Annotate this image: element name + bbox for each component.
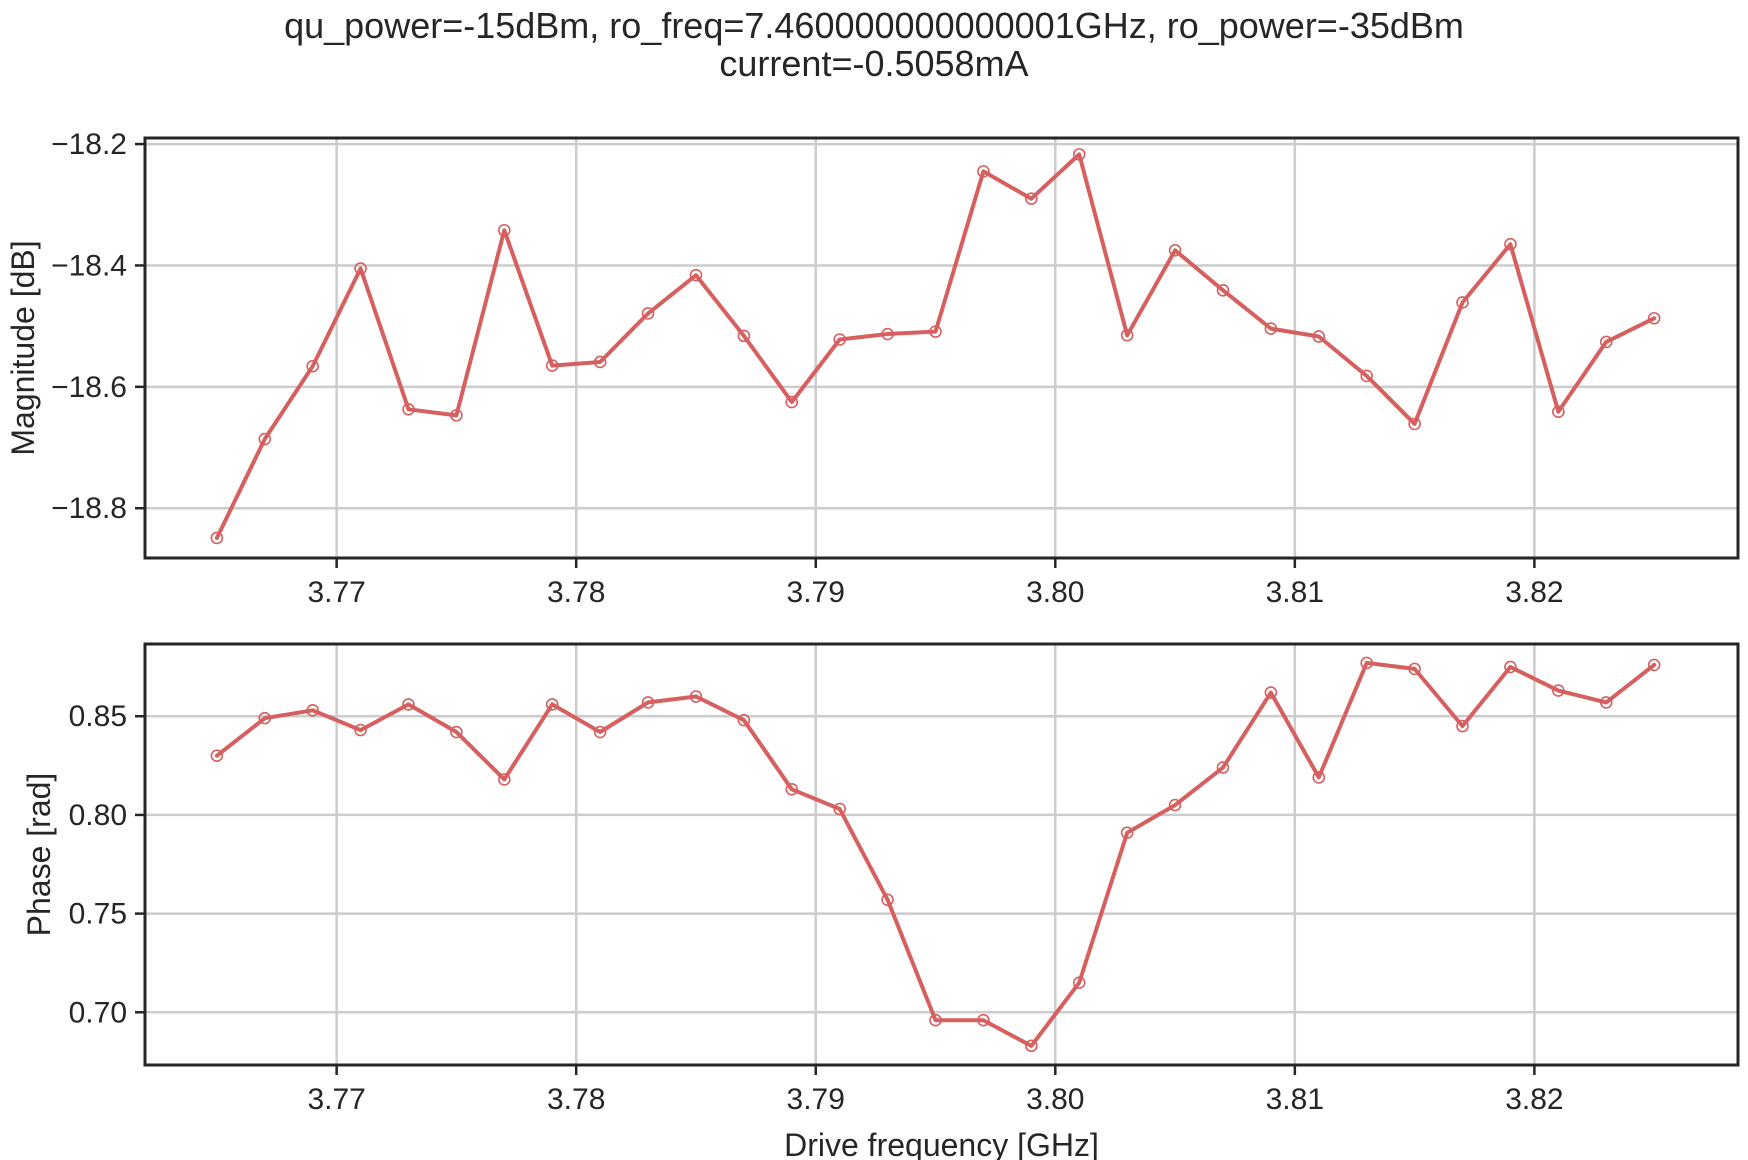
magnitude-y-tick-label: −18.8 — [51, 492, 127, 525]
magnitude-x-tick-label: 3.77 — [307, 576, 365, 609]
phase-x-tick-label: 3.81 — [1266, 1083, 1324, 1116]
phase-y-tick-label: 0.85 — [69, 700, 127, 733]
phase-panel: 3.77 3.78 3.79 3.80 3.81 3.82 0.70 0.75 0.80 0.85… — [21, 642, 1740, 1160]
magnitude-data-point — [258, 432, 272, 446]
phase-data-point — [689, 690, 703, 703]
phase-data-point — [1504, 660, 1517, 674]
magnitude-data-point — [1168, 243, 1182, 257]
phase-data-point — [1647, 658, 1661, 672]
phase-data-point — [450, 725, 463, 739]
magnitude-x-tick-label: 3.78 — [547, 576, 605, 609]
phase-data-point — [306, 704, 319, 717]
phase-data-point — [354, 723, 367, 737]
magnitude-data-point — [1216, 284, 1230, 297]
magnitude-data-point — [1647, 311, 1661, 325]
phase-data-point — [1072, 976, 1086, 989]
magnitude-data-point — [881, 327, 894, 341]
phase-data-point — [1408, 662, 1421, 676]
figure-title-line2: current=-0.5058mA — [719, 43, 1029, 84]
phase-x-tick-label: 3.82 — [1505, 1083, 1563, 1116]
phase-x-tick-label: 3.77 — [307, 1083, 365, 1116]
phase-y-tick-label: 0.75 — [69, 898, 127, 931]
magnitude-x-tick-label: 3.79 — [787, 576, 845, 609]
phase-data-point — [1360, 656, 1373, 670]
magnitude-data-point — [498, 223, 511, 237]
magnitude-data-point — [450, 409, 463, 422]
phase-data-point — [785, 782, 799, 796]
magnitude-data-point — [1408, 417, 1421, 431]
magnitude-data-point — [977, 165, 990, 178]
phase-x-tick-label: 3.78 — [547, 1083, 605, 1116]
magnitude-x-tick-label: 3.82 — [1505, 576, 1563, 609]
magnitude-data-point — [545, 359, 559, 372]
magnitude-data-point — [785, 395, 799, 409]
phase-data-point — [1312, 771, 1326, 784]
phase-x-tick-label: 3.80 — [1026, 1083, 1084, 1116]
magnitude-x-tick-label: 3.81 — [1266, 576, 1324, 609]
magnitude-x-tick-label: 3.80 — [1026, 576, 1084, 609]
phase-x-axis-label: Drive frequency [GHz] — [784, 1127, 1099, 1160]
magnitude-data-point — [737, 329, 751, 343]
phase-data-point — [929, 1013, 942, 1027]
phase-y-tick-label: 0.80 — [69, 799, 127, 832]
phase-data-point — [1168, 798, 1182, 812]
magnitude-y-axis-label: Magnitude [dB] — [5, 240, 41, 455]
phase-data-point — [1120, 826, 1134, 839]
phase-data-point — [641, 696, 655, 709]
magnitude-data-point — [689, 268, 703, 282]
magnitude-data-point — [1504, 237, 1517, 251]
phase-data-point — [593, 725, 607, 739]
magnitude-data-point — [402, 403, 415, 416]
magnitude-panel: 3.77 3.78 3.79 3.80 3.81 3.82 −18.8 −18.6 −18.4 −… — [5, 128, 1740, 609]
magnitude-data-point — [1264, 322, 1278, 335]
phase-data-point — [1599, 696, 1613, 709]
phase-x-tick-label: 3.79 — [787, 1083, 845, 1116]
phase-data-point — [402, 698, 415, 711]
phase-data-point — [210, 749, 224, 763]
magnitude-data-point — [1312, 330, 1326, 343]
phase-data-point — [737, 713, 751, 727]
magnitude-data-point — [1552, 405, 1565, 419]
magnitude-series-line — [214, 152, 1657, 540]
magnitude-data-point — [1456, 296, 1469, 309]
magnitude-axes-frame — [143, 136, 1740, 560]
magnitude-data-point — [210, 531, 224, 545]
magnitude-data-point — [1120, 328, 1134, 342]
phase-data-point — [833, 802, 846, 816]
phase-data-point — [881, 893, 894, 907]
phase-data-point — [1025, 1039, 1038, 1053]
phase-axes-frame — [143, 642, 1740, 1067]
figure-title-line1: qu_power=-15dBm, ro_freq=7.4600000000000… — [284, 5, 1464, 46]
magnitude-data-point — [1072, 148, 1086, 161]
magnitude-data-point — [641, 307, 655, 320]
phase-data-point — [258, 711, 272, 725]
magnitude-data-point — [593, 355, 607, 369]
magnitude-data-point — [1025, 192, 1038, 205]
magnitude-data-point — [1599, 335, 1613, 349]
magnitude-data-point — [833, 333, 846, 346]
phase-data-point — [1264, 686, 1278, 699]
magnitude-y-tick-label: −18.6 — [51, 371, 127, 404]
phase-data-point — [977, 1013, 990, 1027]
magnitude-y-tick-label: −18.2 — [51, 128, 127, 161]
magnitude-data-point — [354, 262, 367, 275]
phase-data-point — [1216, 761, 1230, 774]
phase-data-point — [1552, 684, 1565, 697]
phase-y-tick-label: 0.70 — [69, 996, 127, 1029]
magnitude-y-tick-label: −18.4 — [51, 249, 127, 282]
phase-data-point — [498, 773, 511, 786]
phase-data-point — [1456, 719, 1469, 733]
magnitude-data-point — [306, 359, 319, 373]
phase-data-point — [545, 698, 559, 711]
phase-y-axis-label: Phase [rad] — [21, 773, 57, 937]
phase-series-line — [214, 660, 1657, 1048]
magnitude-data-point — [929, 325, 942, 338]
magnitude-data-point — [1360, 369, 1373, 383]
